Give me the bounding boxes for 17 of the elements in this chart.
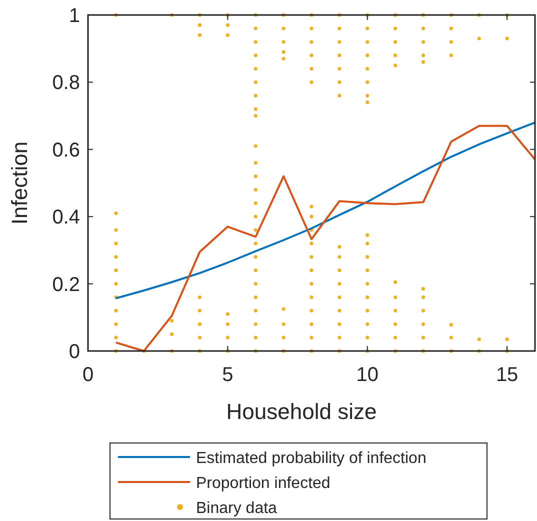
x-tick-label: 10	[356, 364, 378, 386]
line-series	[114, 122, 536, 300]
y-tick-label: 0.4	[52, 206, 80, 229]
x-tick-label: 0	[82, 364, 94, 386]
legend-label: Estimated probability of infection	[196, 450, 426, 467]
legend-label: Binary data	[196, 500, 278, 517]
y-tick-label: 0.8	[52, 72, 80, 94]
y-tick-label: 0	[68, 341, 80, 363]
legend-label: Proportion infected	[196, 475, 330, 492]
x-axis-title: Household size	[226, 399, 377, 424]
line-series	[114, 124, 536, 352]
y-tick-label: 0.2	[52, 274, 80, 296]
y-axis-title: Infection	[7, 141, 32, 225]
y-tick-label: 0.6	[52, 139, 80, 162]
y-tick-label: 1	[68, 5, 80, 27]
x-tick-label: 15	[496, 364, 518, 386]
x-tick-label: 5	[222, 364, 234, 386]
